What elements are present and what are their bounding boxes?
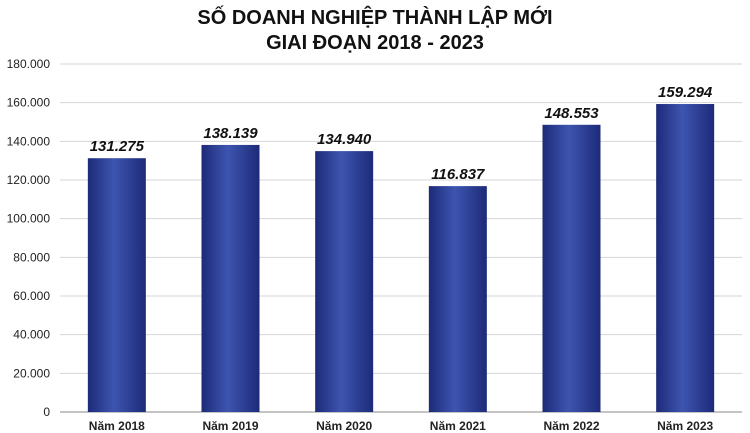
y-tick-label: 140.000: [7, 134, 51, 148]
bar-2: [201, 144, 260, 412]
bar-5: [542, 124, 601, 412]
x-tick-label: Năm 2022: [543, 419, 599, 433]
y-tick-label: 40.000: [13, 328, 50, 342]
x-tick-label: Năm 2021: [430, 419, 486, 433]
y-tick-label: 0: [43, 405, 50, 419]
chart-title-line-1: SỐ DOANH NGHIỆP THÀNH LẬP MỚI: [197, 7, 553, 29]
x-tick-label: Năm 2018: [89, 419, 145, 433]
bar-1: [87, 158, 146, 412]
data-label: 148.553: [544, 105, 599, 122]
y-tick-label: 180.000: [7, 57, 51, 71]
y-tick-label: 120.000: [7, 173, 51, 187]
chart-title-line-2: GIAI ĐOẠN 2018 - 2023: [266, 32, 484, 54]
y-tick-label: 20.000: [13, 366, 50, 380]
data-label: 131.275: [90, 138, 145, 155]
bar-3: [315, 151, 374, 412]
y-tick-label: 160.000: [7, 96, 51, 110]
bar-4: [428, 186, 487, 412]
bar-6: [656, 104, 715, 412]
y-tick-label: 60.000: [13, 289, 50, 303]
x-tick-label: Năm 2019: [202, 419, 258, 433]
x-tick-label: Năm 2020: [316, 419, 372, 433]
x-tick-label: Năm 2023: [657, 419, 713, 433]
data-label: 134.940: [317, 131, 372, 148]
data-label: 116.837: [431, 166, 485, 183]
y-tick-label: 100.000: [7, 212, 51, 226]
data-label: 138.139: [203, 125, 258, 142]
y-tick-label: 80.000: [13, 250, 50, 264]
data-label: 159.294: [658, 84, 713, 101]
